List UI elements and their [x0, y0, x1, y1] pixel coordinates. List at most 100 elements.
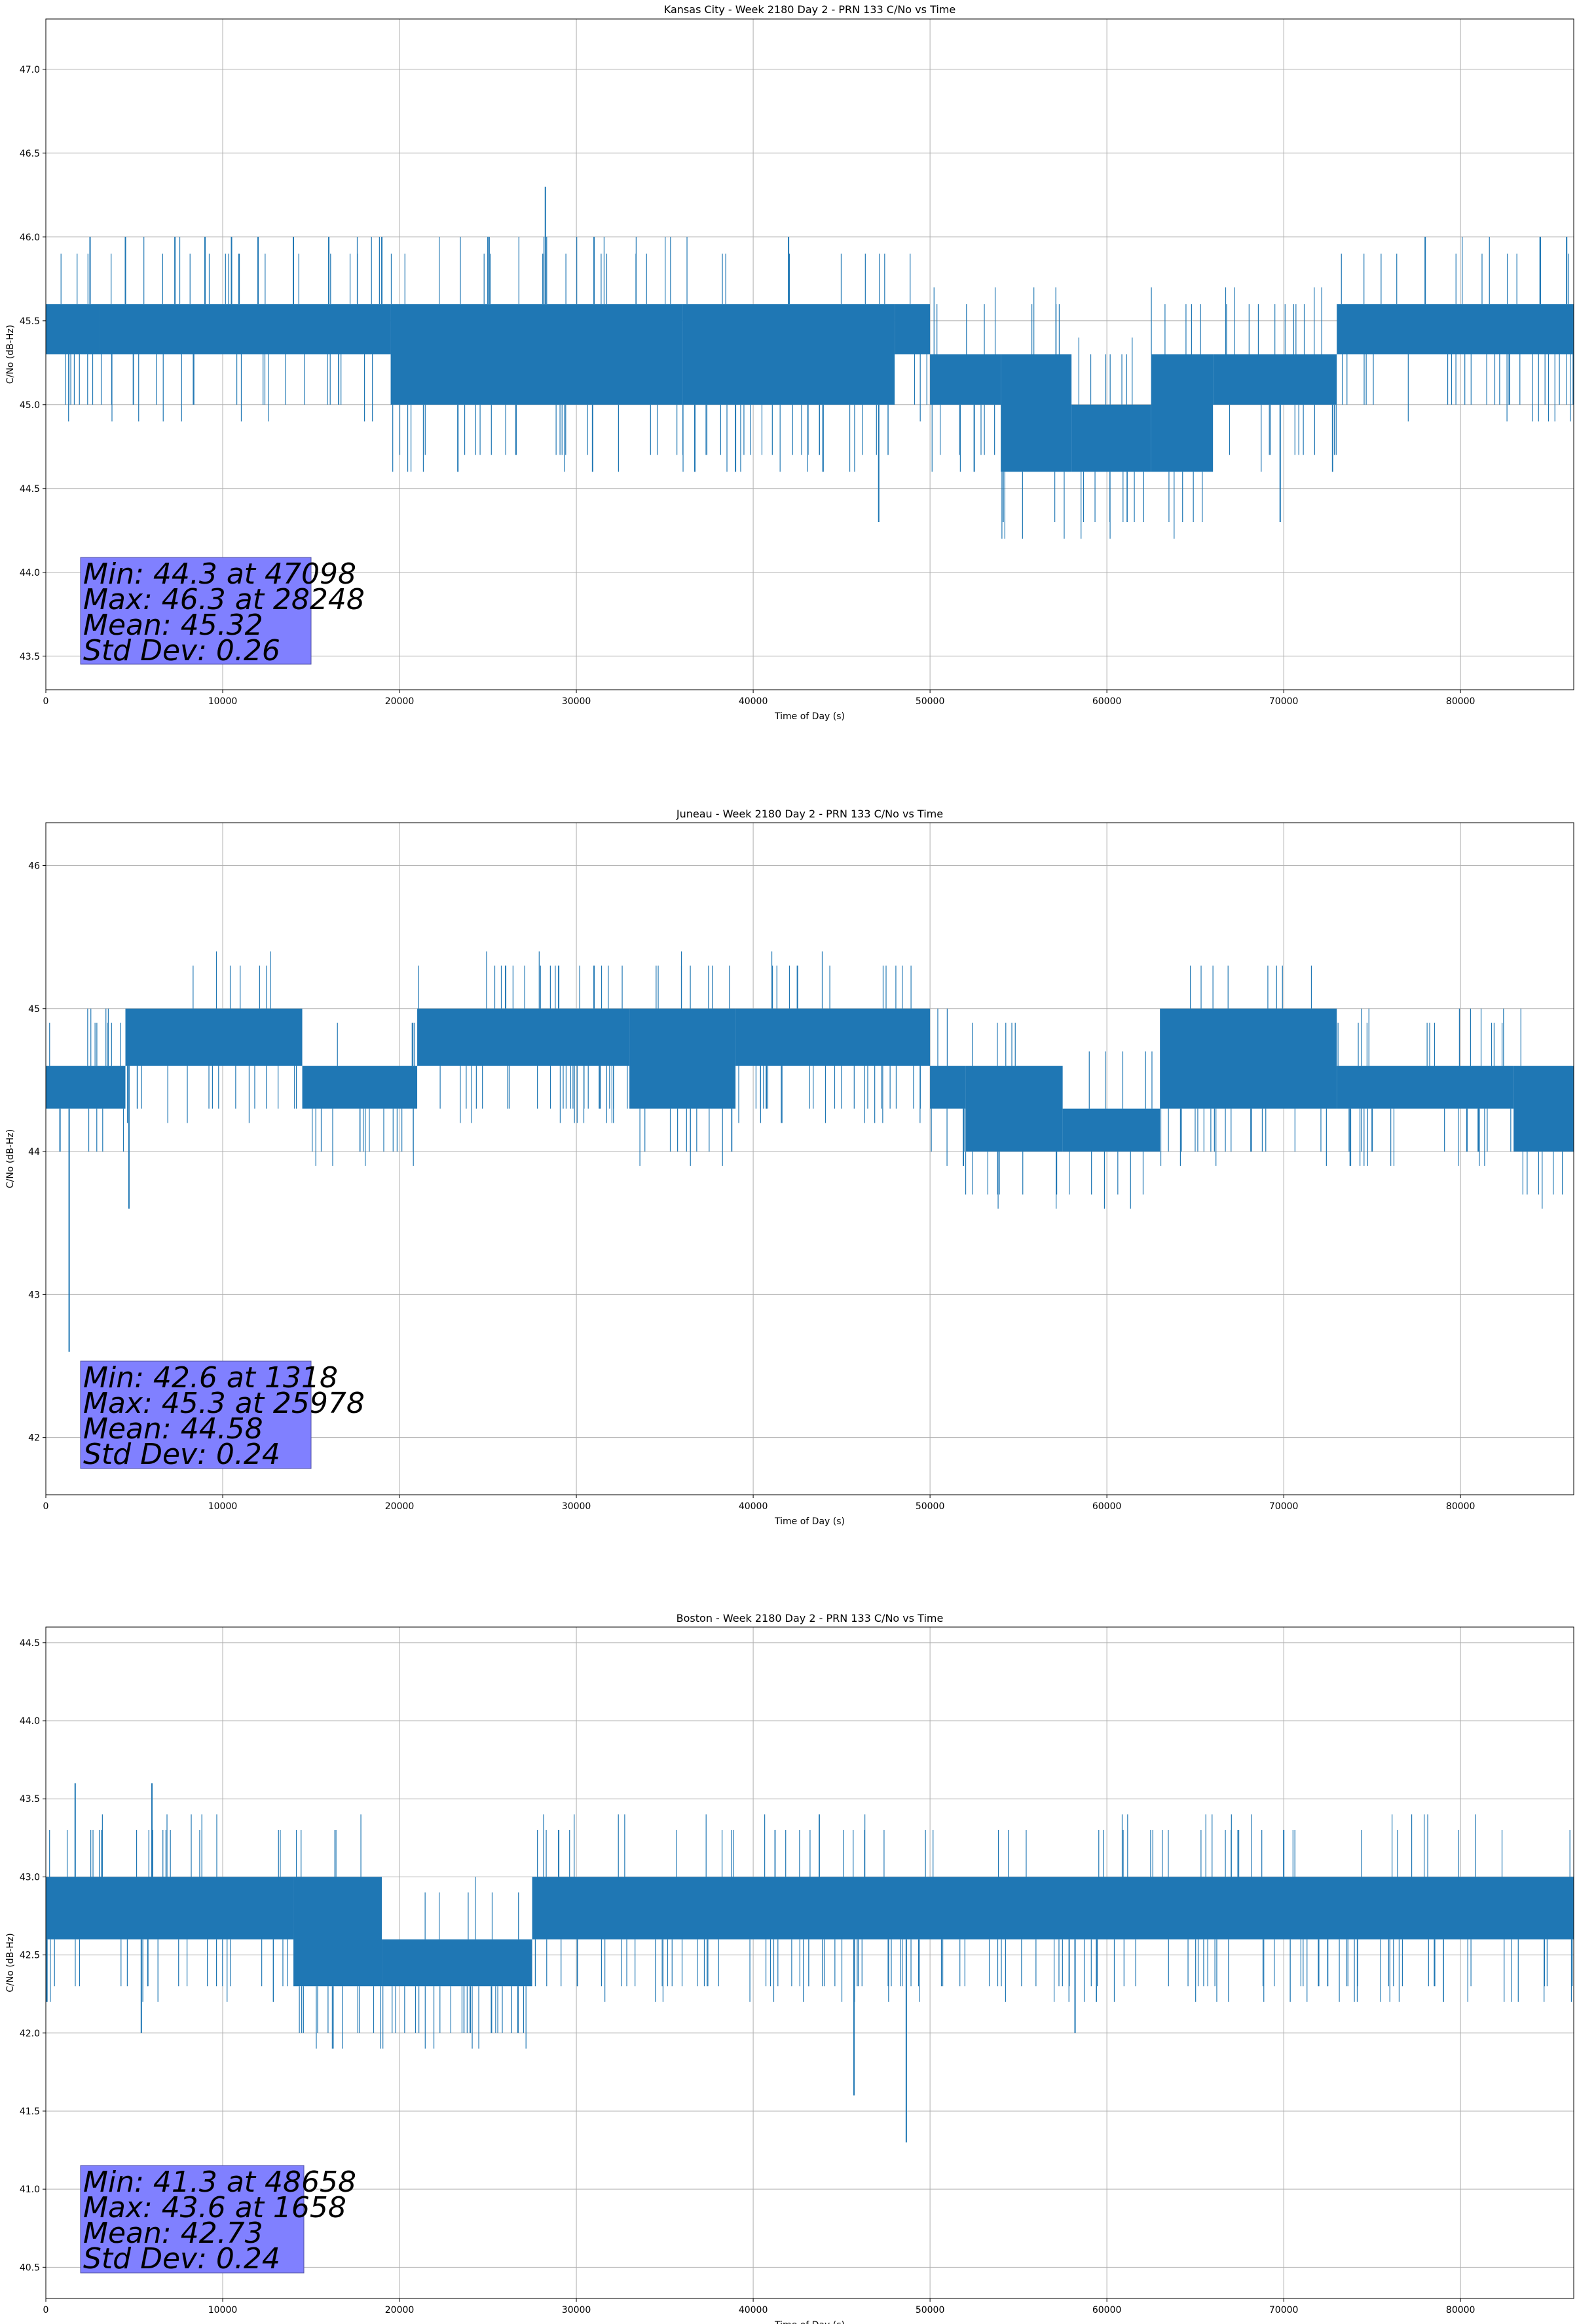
stats-line: Min: 41.3 at 48658 — [83, 2165, 356, 2199]
stats-line: Min: 44.3 at 47098 — [83, 557, 356, 591]
data-band — [1337, 1066, 1514, 1109]
y-tick-label: 42 — [28, 1433, 40, 1444]
stats-line: Min: 42.6 at 1318 — [83, 1361, 338, 1395]
data-band — [682, 304, 895, 405]
y-tick-label: 45.0 — [20, 400, 40, 411]
x-axis-label: Time of Day (s) — [774, 711, 845, 722]
x-tick-label: 50000 — [916, 1501, 945, 1512]
data-band — [46, 1877, 294, 1940]
stats-line: Max: 43.6 at 1658 — [83, 2191, 346, 2224]
x-tick-label: 80000 — [1446, 2305, 1475, 2315]
y-tick-label: 41.5 — [20, 2107, 40, 2117]
x-tick-label: 80000 — [1446, 696, 1475, 707]
data-band — [1062, 1108, 1160, 1152]
x-tick-label: 20000 — [385, 2305, 415, 2315]
x-tick-label: 10000 — [208, 1501, 238, 1512]
x-tick-label: 20000 — [385, 1501, 415, 1512]
x-tick-label: 70000 — [1269, 696, 1299, 707]
x-tick-label: 30000 — [562, 1501, 591, 1512]
y-tick-label: 44.0 — [20, 568, 40, 578]
y-tick-label: 46.0 — [20, 233, 40, 243]
series-cno-trace — [46, 1783, 1574, 2143]
x-tick-label: 40000 — [739, 696, 768, 707]
x-tick-label: 70000 — [1269, 1501, 1299, 1512]
y-axis-label: C/No (dB-Hz) — [5, 1129, 16, 1188]
y-tick-label: 44 — [28, 1147, 40, 1157]
data-band — [417, 1008, 630, 1066]
y-tick-label: 44.5 — [20, 1638, 40, 1649]
y-tick-label: 43.0 — [20, 1872, 40, 1883]
stats-line: Std Dev: 0.26 — [83, 634, 280, 667]
data-band — [930, 1066, 966, 1109]
x-tick-label: 30000 — [562, 696, 591, 707]
data-band — [1001, 354, 1072, 472]
chart-title: Juneau - Week 2180 Day 2 - PRN 133 C/No … — [676, 808, 943, 820]
x-tick-label: 40000 — [739, 1501, 768, 1512]
data-band — [532, 1877, 1574, 1940]
y-tick-label: 42.5 — [20, 1951, 40, 1961]
x-tick-label: 60000 — [1092, 696, 1122, 707]
y-axis-label: C/No (dB-Hz) — [5, 1933, 16, 1992]
x-tick-label: 10000 — [208, 696, 238, 707]
x-tick-label: 60000 — [1092, 2305, 1122, 2315]
data-band — [46, 1066, 126, 1109]
stats-line: Mean: 45.32 — [83, 609, 263, 642]
stats-box — [80, 1360, 312, 1469]
y-tick-label: 40.5 — [20, 2262, 40, 2273]
x-tick-label: 0 — [43, 1501, 49, 1512]
data-band — [629, 1008, 736, 1109]
data-band — [735, 1008, 931, 1066]
y-tick-label: 42.0 — [20, 2029, 40, 2039]
y-axis-label: C/No (dB-Hz) — [5, 325, 16, 384]
y-tick-label: 46 — [28, 861, 40, 871]
chart-juneau: 0 10000 20000 30000 40000 50000 60000 70000 8000… — [5, 808, 1574, 1527]
stats-line: Std Dev: 0.24 — [83, 2242, 280, 2276]
x-tick-label: 60000 — [1092, 1501, 1122, 1512]
data-band — [1160, 1008, 1337, 1109]
plot-frame — [45, 1626, 1574, 2299]
x-tick-label: 40000 — [739, 2305, 768, 2315]
chart-title: Boston - Week 2180 Day 2 - PRN 133 C/No … — [677, 1612, 944, 1624]
data-band — [1213, 354, 1337, 405]
stats-line: Max: 45.3 at 25978 — [83, 1387, 365, 1420]
data-band — [965, 1066, 1063, 1152]
data-band — [293, 1877, 382, 1987]
x-tick-label: 50000 — [916, 696, 945, 707]
x-tick-label: 50000 — [916, 2305, 945, 2315]
stats-line: Std Dev: 0.24 — [83, 1438, 280, 1471]
data-band — [390, 304, 683, 405]
x-tick-label: 30000 — [562, 2305, 591, 2315]
y-tick-label: 43.5 — [20, 652, 40, 662]
stats-box — [80, 2165, 305, 2274]
data-band — [1513, 1066, 1574, 1152]
y-tick-label: 46.5 — [20, 149, 40, 159]
plot-frame — [45, 18, 1574, 690]
x-tick-label: 0 — [43, 696, 49, 707]
plot-frame — [45, 822, 1574, 1495]
data-band — [1337, 304, 1574, 354]
data-band — [99, 304, 391, 354]
stats-line: Max: 46.3 at 28248 — [83, 583, 365, 616]
data-band — [125, 1008, 303, 1066]
data-band — [1071, 404, 1151, 472]
x-tick-label: 20000 — [385, 696, 415, 707]
chart-title: Kansas City - Week 2180 Day 2 - PRN 133 … — [664, 3, 955, 16]
x-tick-label: 0 — [43, 2305, 49, 2315]
series-cno-trace — [46, 951, 1574, 1352]
y-tick-label: 44.5 — [20, 484, 40, 495]
y-tick-label: 43 — [28, 1290, 40, 1300]
stats-line: Mean: 42.73 — [83, 2217, 263, 2250]
y-tick-label: 45.5 — [20, 316, 40, 327]
series-cno-trace — [46, 187, 1574, 539]
data-band — [382, 1939, 532, 1987]
stats-line: Mean: 44.58 — [83, 1412, 263, 1446]
y-tick-label: 43.5 — [20, 1794, 40, 1805]
y-tick-label: 44.0 — [20, 1716, 40, 1727]
data-band — [1151, 354, 1214, 472]
x-axis-label: Time of Day (s) — [774, 2320, 845, 2324]
x-tick-label: 10000 — [208, 2305, 238, 2315]
x-tick-label: 80000 — [1446, 1501, 1475, 1512]
x-axis-label: Time of Day (s) — [774, 1516, 845, 1527]
y-tick-label: 45 — [28, 1004, 40, 1015]
